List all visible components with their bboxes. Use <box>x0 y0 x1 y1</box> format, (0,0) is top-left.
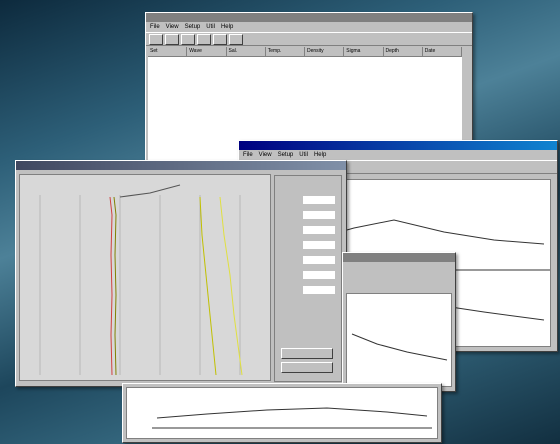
menu-item[interactable]: Util <box>206 24 215 30</box>
depth-plot <box>19 174 271 381</box>
menu-item[interactable]: Setup <box>277 152 294 158</box>
column-header: Date <box>423 47 462 56</box>
input-field[interactable] <box>303 226 335 234</box>
column-header: Density <box>305 47 345 56</box>
tool-button[interactable] <box>229 34 243 45</box>
title-bar <box>239 141 557 150</box>
title-bar <box>343 253 455 262</box>
tool-button[interactable] <box>149 34 163 45</box>
input-field[interactable] <box>303 241 335 249</box>
column-header: Temp. <box>266 47 305 56</box>
menu-item[interactable]: View <box>258 152 272 158</box>
title-bar <box>16 161 346 170</box>
bottom-window <box>122 383 442 443</box>
column-header: Wave <box>187 47 227 56</box>
input-field[interactable] <box>303 211 335 219</box>
options-panel <box>274 175 342 382</box>
menu-item[interactable]: Util <box>299 152 308 158</box>
table-window: File View Setup Util Help Set Wave Sal. Temp. De… <box>145 12 473 169</box>
column-header: Sal. <box>227 47 266 56</box>
menu-bar: File View Setup Util Help <box>146 22 472 32</box>
tool-button[interactable] <box>181 34 195 45</box>
menu-item[interactable]: View <box>165 24 179 30</box>
column-header: Depth <box>384 47 423 56</box>
menu-item[interactable]: File <box>243 152 253 158</box>
input-field[interactable] <box>303 286 335 294</box>
toolbar <box>146 32 472 46</box>
column-header: Sigma <box>344 47 384 56</box>
input-field[interactable] <box>303 271 335 279</box>
title-bar <box>146 13 472 22</box>
menu-item[interactable]: Help <box>220 24 234 30</box>
small-window <box>342 252 456 392</box>
table-header: Set Wave Sal. Temp. Density Sigma Depth Date <box>148 47 462 57</box>
tool-button[interactable] <box>197 34 211 45</box>
menu-item[interactable]: Help <box>313 152 327 158</box>
plot-window <box>15 160 347 387</box>
menu-bar: File View Setup Util Help <box>239 150 557 160</box>
menu-item[interactable]: Setup <box>184 24 201 30</box>
tool-button[interactable] <box>165 34 179 45</box>
small-plot <box>346 293 452 387</box>
tool-button[interactable] <box>213 34 227 45</box>
column-header: Set <box>148 47 188 56</box>
bottom-plot <box>126 387 438 439</box>
button[interactable] <box>281 348 333 359</box>
button[interactable] <box>281 362 333 373</box>
input-field[interactable] <box>303 196 335 204</box>
menu-item[interactable]: File <box>150 24 160 30</box>
input-field[interactable] <box>303 256 335 264</box>
